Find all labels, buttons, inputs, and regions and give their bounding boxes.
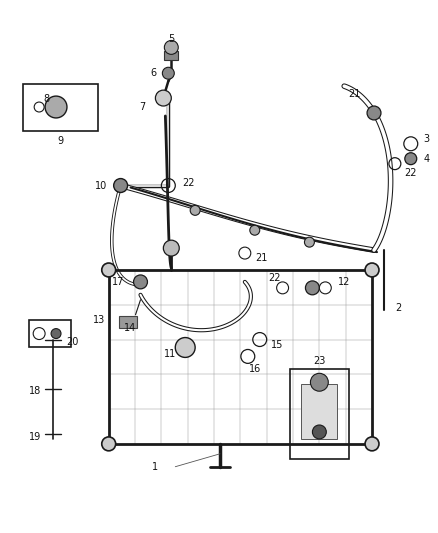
Text: 3: 3	[424, 134, 430, 144]
Text: 21: 21	[255, 253, 268, 263]
Text: 22: 22	[405, 167, 417, 177]
Bar	[29, 320, 71, 348]
Text: 5: 5	[168, 35, 174, 44]
Circle shape	[163, 240, 179, 256]
Circle shape	[367, 106, 381, 120]
Circle shape	[134, 275, 148, 289]
Circle shape	[114, 179, 127, 192]
Text: 7: 7	[139, 102, 145, 112]
Text: 14: 14	[124, 322, 137, 333]
Circle shape	[311, 373, 328, 391]
Text: 21: 21	[348, 89, 360, 99]
Text: 8: 8	[43, 94, 49, 104]
Circle shape	[365, 437, 379, 451]
Circle shape	[405, 153, 417, 165]
Bar	[290, 369, 349, 459]
Circle shape	[102, 437, 116, 451]
Text: 18: 18	[29, 386, 41, 396]
Circle shape	[305, 281, 319, 295]
Circle shape	[190, 205, 200, 215]
Text: 19: 19	[29, 432, 41, 442]
Circle shape	[51, 329, 61, 338]
Circle shape	[102, 263, 116, 277]
Text: 17: 17	[113, 277, 125, 287]
Bar	[109, 270, 372, 444]
Bar	[301, 384, 337, 439]
Text: 22: 22	[182, 177, 194, 188]
Circle shape	[45, 96, 67, 118]
Circle shape	[250, 225, 260, 235]
Bar	[119, 316, 137, 328]
Text: 20: 20	[67, 336, 79, 346]
Text: 2: 2	[396, 303, 402, 313]
Text: 13: 13	[93, 314, 105, 325]
Text: 10: 10	[95, 181, 107, 190]
Circle shape	[162, 67, 174, 79]
Text: 11: 11	[164, 350, 177, 359]
Text: 4: 4	[424, 154, 430, 164]
Text: 16: 16	[249, 365, 261, 374]
Text: 15: 15	[272, 340, 284, 350]
Text: 1: 1	[152, 462, 159, 472]
Circle shape	[155, 90, 171, 106]
Circle shape	[365, 263, 379, 277]
Circle shape	[312, 425, 326, 439]
Bar	[164, 51, 178, 60]
Text: 6: 6	[150, 68, 156, 78]
Bar	[23, 84, 98, 131]
Circle shape	[164, 41, 178, 54]
Text: 12: 12	[338, 277, 350, 287]
Circle shape	[175, 337, 195, 358]
Circle shape	[304, 237, 314, 247]
Text: 23: 23	[313, 357, 325, 366]
Text: 22: 22	[268, 273, 281, 283]
Text: 9: 9	[57, 136, 63, 146]
